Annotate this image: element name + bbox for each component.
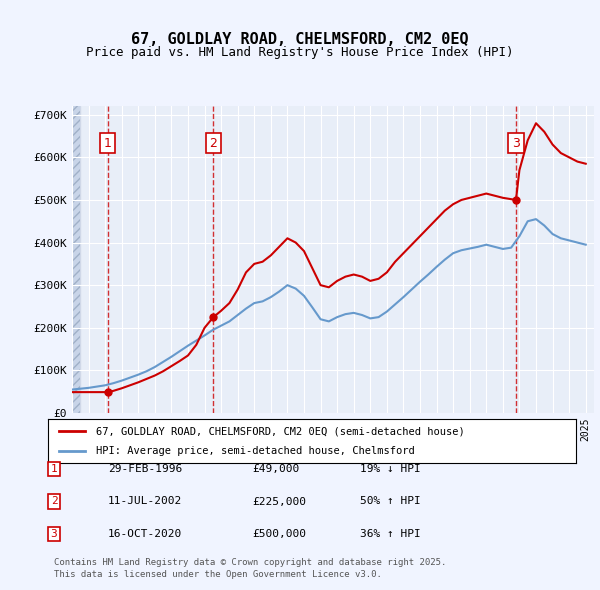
Bar <box>72 106 80 413</box>
Text: 1: 1 <box>50 464 58 474</box>
Bar <box>72 106 80 413</box>
Text: 2: 2 <box>50 497 58 506</box>
Text: 67, GOLDLAY ROAD, CHELMSFORD, CM2 0EQ (semi-detached house): 67, GOLDLAY ROAD, CHELMSFORD, CM2 0EQ (s… <box>95 427 464 436</box>
Text: HPI: Average price, semi-detached house, Chelmsford: HPI: Average price, semi-detached house,… <box>95 446 414 455</box>
Text: Contains HM Land Registry data © Crown copyright and database right 2025.
This d: Contains HM Land Registry data © Crown c… <box>54 558 446 579</box>
Text: £225,000: £225,000 <box>252 497 306 506</box>
Text: 50% ↑ HPI: 50% ↑ HPI <box>360 497 421 506</box>
Text: 3: 3 <box>512 136 520 149</box>
Text: £500,000: £500,000 <box>252 529 306 539</box>
Text: 29-FEB-1996: 29-FEB-1996 <box>108 464 182 474</box>
Text: 36% ↑ HPI: 36% ↑ HPI <box>360 529 421 539</box>
Text: 1: 1 <box>104 136 112 149</box>
Text: 3: 3 <box>50 529 58 539</box>
Text: Price paid vs. HM Land Registry's House Price Index (HPI): Price paid vs. HM Land Registry's House … <box>86 46 514 59</box>
Text: 19% ↓ HPI: 19% ↓ HPI <box>360 464 421 474</box>
Text: 2: 2 <box>209 136 217 149</box>
Text: 11-JUL-2002: 11-JUL-2002 <box>108 497 182 506</box>
Text: £49,000: £49,000 <box>252 464 299 474</box>
Text: 16-OCT-2020: 16-OCT-2020 <box>108 529 182 539</box>
Text: 67, GOLDLAY ROAD, CHELMSFORD, CM2 0EQ: 67, GOLDLAY ROAD, CHELMSFORD, CM2 0EQ <box>131 32 469 47</box>
